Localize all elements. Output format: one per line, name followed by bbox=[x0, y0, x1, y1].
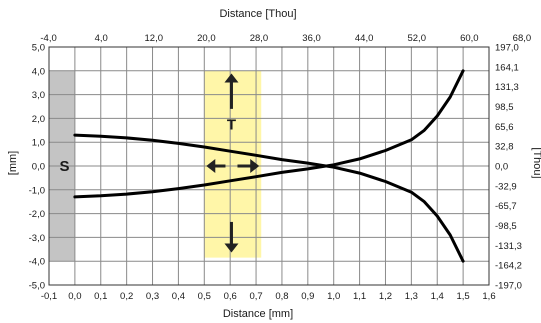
y-tick-label: -3,0 bbox=[29, 233, 45, 244]
grid-layer bbox=[48, 46, 490, 286]
y-tick-label: 5,0 bbox=[32, 43, 45, 54]
y2-tick-label: 164,1 bbox=[495, 62, 519, 73]
y2-tick-label: -131,3 bbox=[495, 241, 522, 252]
plot-frame bbox=[48, 46, 490, 286]
arrow-right-icon bbox=[237, 159, 260, 173]
arrow-right-head bbox=[250, 159, 260, 173]
x-tick-label: 0,1 bbox=[94, 291, 107, 302]
y-tick-label: -1,0 bbox=[29, 185, 45, 196]
x-tick-label: 1,1 bbox=[353, 291, 366, 302]
x-tick-label: 1,0 bbox=[327, 291, 340, 302]
x-tick-label: 0,0 bbox=[68, 291, 81, 302]
x-tick-label: 0,9 bbox=[301, 291, 314, 302]
frame-layer bbox=[48, 46, 490, 286]
y-tick-label: 2,0 bbox=[32, 114, 45, 125]
series-line-1 bbox=[73, 133, 465, 263]
arrow-down-head bbox=[224, 243, 239, 253]
y2-tick-label: -98,5 bbox=[495, 221, 517, 232]
x2-tick-label: 20,0 bbox=[197, 33, 216, 44]
series-layer bbox=[73, 69, 465, 263]
y-tick-label: 4,0 bbox=[32, 66, 45, 77]
series-line-2 bbox=[73, 69, 465, 199]
x-tick-label: 1,5 bbox=[457, 291, 470, 302]
arrow-left-icon bbox=[206, 159, 226, 173]
arrow-up-icon bbox=[224, 73, 239, 109]
y2-tick-label: 32,8 bbox=[495, 142, 514, 153]
y-tick-label: -5,0 bbox=[29, 281, 45, 292]
y-tick-label: -4,0 bbox=[29, 257, 45, 268]
x-axis-title: Distance [mm] bbox=[223, 308, 293, 320]
x-tick-label: 0,4 bbox=[172, 291, 185, 302]
x-tick-label: 1,2 bbox=[379, 291, 392, 302]
arrow-up-head bbox=[224, 73, 239, 83]
x2-tick-label: 60,0 bbox=[460, 33, 479, 44]
y2-tick-label: -32,9 bbox=[495, 181, 517, 192]
y2-axis-title: [Thou] bbox=[531, 147, 541, 178]
x-tick-label: 0,5 bbox=[198, 291, 211, 302]
x-tick-label: 1,4 bbox=[431, 291, 444, 302]
x2-tick-label: 4,0 bbox=[95, 33, 108, 44]
x2-tick-label: 28,0 bbox=[250, 33, 269, 44]
y-tick-label: 3,0 bbox=[32, 90, 45, 101]
x2-tick-label: 52,0 bbox=[407, 33, 426, 44]
x2-tick-label: 36,0 bbox=[302, 33, 321, 44]
x-tick-label: 0,3 bbox=[146, 291, 159, 302]
x-tick-label: 0,7 bbox=[249, 291, 262, 302]
x-tick-label: 1,3 bbox=[405, 291, 418, 302]
x-tick-label: 0,8 bbox=[275, 291, 288, 302]
x2-tick-label: 44,0 bbox=[355, 33, 374, 44]
y-tick-label: 0,0 bbox=[32, 162, 45, 173]
y2-tick-label: 65,6 bbox=[495, 122, 514, 133]
ticks-layer: -0,1 0,0 0,1 0,2 0,3 0,4 0,5 0,6 0,7 0,8 0,9 1,0 1,1… bbox=[29, 33, 532, 302]
y2-tick-label: 0,0 bbox=[495, 162, 508, 173]
y-axis-title: [mm] bbox=[7, 151, 19, 175]
x-tick-label: 1,6 bbox=[482, 291, 495, 302]
y2-tick-label: 131,3 bbox=[495, 82, 519, 93]
x-tick-label: 0,6 bbox=[224, 291, 237, 302]
x2-tick-label: 12,0 bbox=[145, 33, 164, 44]
x2-axis-title: Distance [Thou] bbox=[219, 8, 296, 20]
x-tick-label: 0,2 bbox=[120, 291, 133, 302]
y2-tick-label: 197,0 bbox=[495, 43, 519, 54]
x2-tick-label: -4,0 bbox=[40, 33, 56, 44]
y2-tick-label: -164,2 bbox=[495, 261, 522, 272]
y-tick-label: 1,0 bbox=[32, 138, 45, 149]
arrow-left-head bbox=[206, 159, 216, 173]
x-tick-label: -0,1 bbox=[41, 291, 57, 302]
arrow-down-icon bbox=[224, 221, 239, 253]
y-tick-label: -2,0 bbox=[29, 209, 45, 220]
y2-tick-label: -65,7 bbox=[495, 201, 517, 212]
annotation-s: S bbox=[60, 158, 70, 175]
annotation-t: T bbox=[227, 116, 236, 133]
markers-layer: ST bbox=[60, 73, 260, 253]
y2-tick-label: 98,5 bbox=[495, 102, 514, 113]
y2-tick-label: -197,0 bbox=[495, 281, 522, 292]
x2-tick-label: 68,0 bbox=[513, 33, 532, 44]
